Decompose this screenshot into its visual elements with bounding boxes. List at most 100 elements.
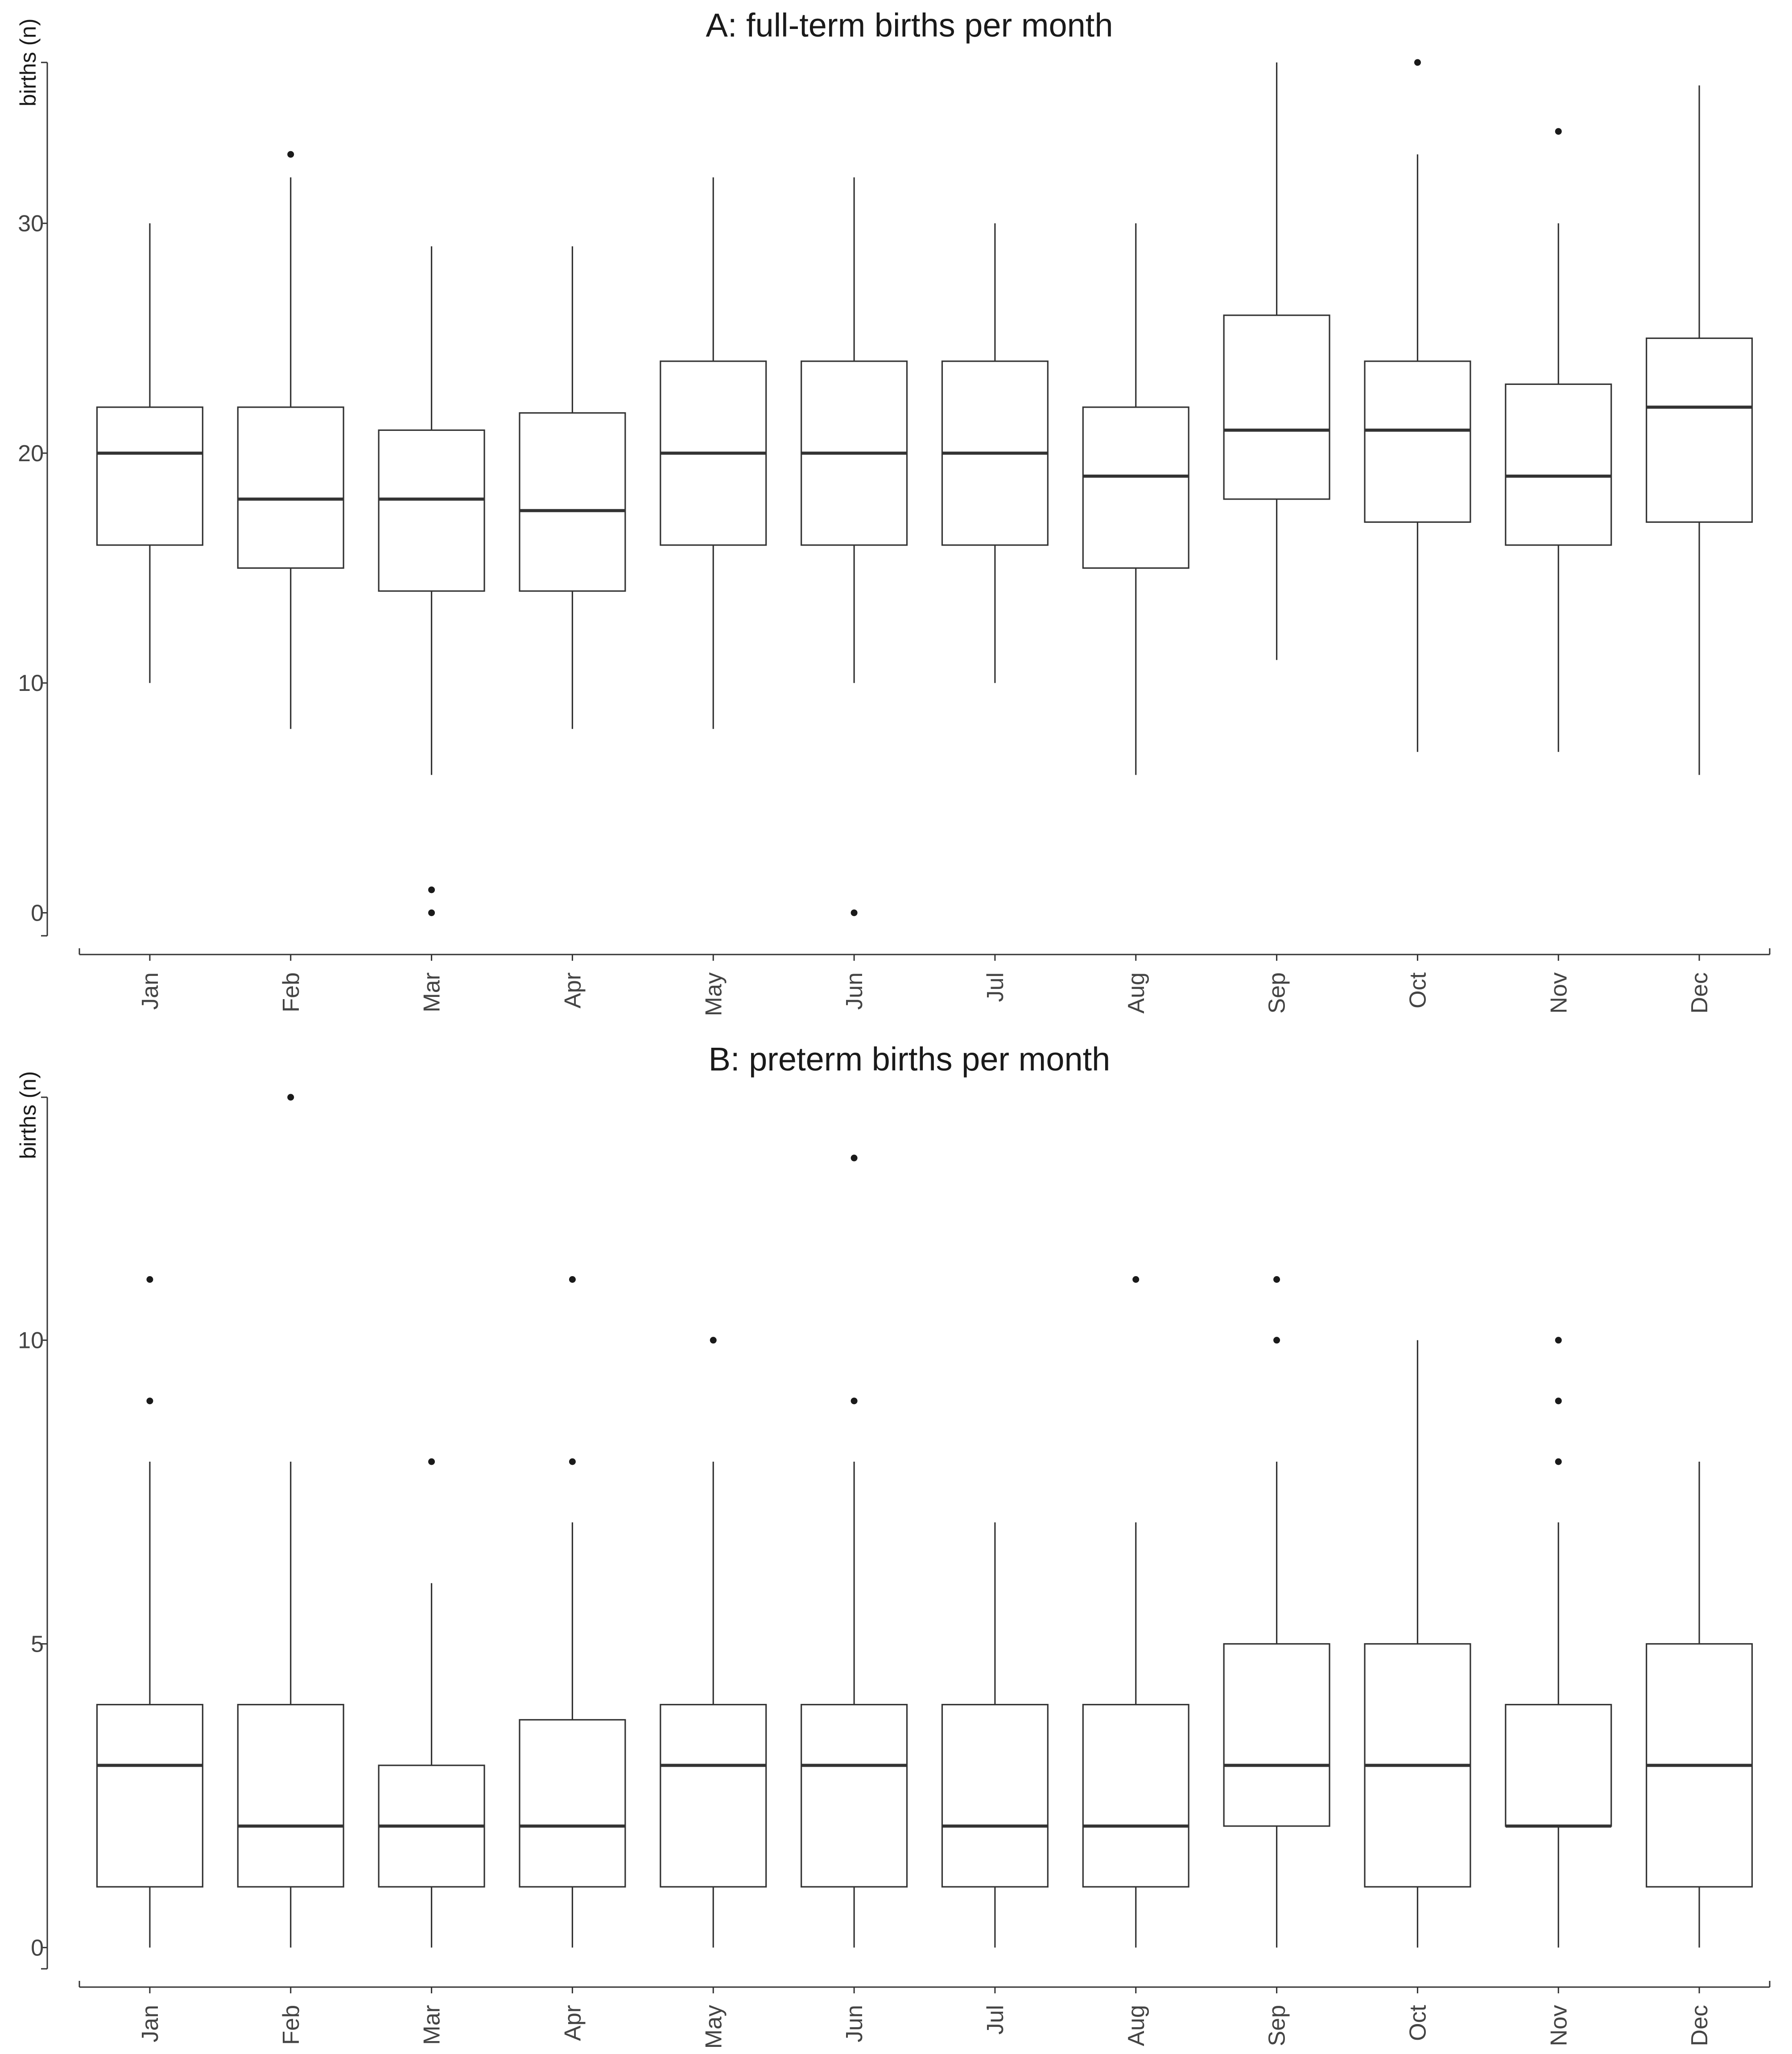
panel-a-outlier-point	[851, 909, 858, 916]
panel-b-x-tick-label: Oct	[1405, 2004, 1431, 2041]
panel-b-outlier-point	[1273, 1337, 1280, 1344]
panel-a-x-tick-label: Oct	[1405, 972, 1431, 1008]
panel-b-outlier-point	[287, 1094, 294, 1101]
panel-b-iqr-box	[237, 1704, 344, 1888]
panel-b-iqr-box	[801, 1704, 908, 1888]
panel-a-outlier-point	[1555, 128, 1562, 135]
panel-a-box-apr	[519, 246, 626, 729]
panel-a-outlier-point	[287, 151, 294, 158]
panel-b-outlier-point	[146, 1276, 153, 1283]
panel-a-box-jun	[801, 177, 908, 916]
panel-a-x-tick-label: Jun	[842, 972, 867, 1010]
panel-b-title: B: preterm births per month	[709, 1041, 1111, 1078]
panel-a-x-tick-label: Sep	[1264, 972, 1290, 1014]
panel-b-box-dec	[1646, 1462, 1753, 1948]
panel-a-box-jul	[941, 223, 1049, 683]
panel-b-x-tick-label: Jul	[983, 2005, 1008, 2034]
panel-a-x-tick-label: Aug	[1123, 972, 1149, 1014]
panel-a-iqr-box	[96, 406, 203, 546]
panel-b-x-tick-label: Nov	[1546, 2005, 1572, 2046]
panel-a-iqr-box	[1082, 406, 1189, 569]
panel-a-iqr-box	[1646, 337, 1753, 523]
panel-a-iqr-box	[1223, 314, 1330, 500]
panel-a-box-feb	[237, 151, 344, 729]
panel-b-box-apr	[519, 1276, 626, 1948]
panel-a-y-tick-label: 30	[18, 211, 44, 237]
panel-b-y-tick-label: 10	[18, 1328, 44, 1354]
panel-a: A: full-term births per month births (n)…	[16, 7, 1771, 1016]
panel-b-outlier-point	[1132, 1276, 1140, 1283]
panel-b-x-tick-label: Apr	[560, 2005, 586, 2041]
panel-a-box-mar	[378, 246, 485, 916]
panel-a-x-tick-label: Dec	[1687, 972, 1713, 1013]
panel-a-outlier-point	[428, 909, 435, 916]
panel-a-x-tick-label: Jul	[983, 972, 1008, 1002]
panel-b-y-axis-label: births (n)	[16, 1071, 41, 1159]
panel-b-x-tick-label: Sep	[1264, 2005, 1290, 2046]
panel-b-iqr-box	[96, 1704, 203, 1888]
panel-b-box-nov	[1505, 1337, 1612, 1948]
panel-b-box-mar	[378, 1458, 485, 1948]
panel-a-x-tick-label: Mar	[419, 972, 445, 1013]
panel-b-box-jan	[96, 1276, 203, 1948]
panel-a-iqr-box	[519, 412, 626, 592]
panel-a-iqr-box	[378, 429, 485, 592]
panel-a-box-sep	[1223, 62, 1330, 660]
panel-b-box-jun	[801, 1154, 908, 1948]
panel-b-outlier-point	[146, 1397, 153, 1405]
panel-b-outlier-point	[569, 1458, 576, 1465]
panel-a-x-tick-label: May	[701, 972, 727, 1016]
panel-a-iqr-box	[1505, 383, 1612, 546]
panel-b: B: preterm births per month births (n) 0…	[16, 1041, 1771, 2049]
panel-b-y-tick-label: 5	[31, 1632, 44, 1657]
panel-b-x-tick-label: Feb	[278, 2005, 304, 2045]
panel-b-box-jul	[941, 1522, 1049, 1948]
panel-b-y-tick-label: 0	[31, 1935, 44, 1961]
panel-a-x-tick-label: Apr	[560, 972, 586, 1008]
panel-b-x-tick-label: Mar	[419, 2005, 445, 2045]
panel-b-iqr-box	[941, 1704, 1049, 1888]
panel-a-x-tick-label: Feb	[278, 972, 304, 1013]
panel-b-iqr-box	[660, 1704, 767, 1888]
panel-a-title: A: full-term births per month	[706, 7, 1113, 44]
panel-b-iqr-box	[1082, 1704, 1189, 1888]
panel-a-y-tick-label: 20	[18, 441, 44, 467]
panel-a-box-jan	[96, 223, 203, 683]
panel-a-outlier-point	[428, 886, 435, 893]
panel-a-y-axis-label: births (n)	[16, 18, 41, 106]
panel-a-y-tick-label: 0	[31, 900, 44, 926]
panel-a-outlier-point	[1414, 59, 1421, 66]
panel-b-iqr-box	[1505, 1704, 1612, 1827]
panel-b-box-sep	[1223, 1276, 1330, 1948]
panel-a-iqr-box	[237, 406, 344, 569]
panel-b-outlier-point	[851, 1154, 858, 1161]
panel-b-x-tick-label: Dec	[1687, 2005, 1713, 2046]
panel-b-outlier-point	[1555, 1337, 1562, 1344]
panel-a-x-tick-label: Jan	[137, 972, 163, 1010]
panel-b-x-tick-label: Aug	[1123, 2005, 1149, 2046]
panel-a-y-tick-label: 10	[18, 670, 44, 696]
panel-b-outlier-point	[710, 1337, 717, 1344]
panel-b-box-aug	[1082, 1276, 1189, 1948]
panel-a-x-tick-label: Nov	[1546, 972, 1572, 1013]
panel-a-iqr-box	[1364, 360, 1471, 523]
panel-b-outlier-point	[569, 1276, 576, 1283]
panel-b-iqr-box	[519, 1719, 626, 1888]
panel-b-x-tick-label: May	[701, 2005, 727, 2049]
panel-b-box-oct	[1364, 1340, 1471, 1948]
panel-a-box-may	[660, 177, 767, 729]
panel-a-box-dec	[1646, 85, 1753, 775]
panel-a-box-oct	[1364, 59, 1471, 752]
panel-b-iqr-box	[1223, 1643, 1330, 1827]
panel-a-box-aug	[1082, 223, 1189, 775]
panel-b-x-tick-label: Jan	[137, 2005, 163, 2042]
panel-b-x-tick-label: Jun	[842, 2005, 867, 2042]
panel-b-box-may	[660, 1337, 767, 1948]
panel-b-outlier-point	[428, 1458, 435, 1465]
panel-b-box-feb	[237, 1094, 344, 1948]
panel-b-outlier-point	[851, 1397, 858, 1405]
panel-b-outlier-point	[1555, 1458, 1562, 1465]
panel-a-box-nov	[1505, 128, 1612, 752]
panel-b-outlier-point	[1555, 1397, 1562, 1405]
